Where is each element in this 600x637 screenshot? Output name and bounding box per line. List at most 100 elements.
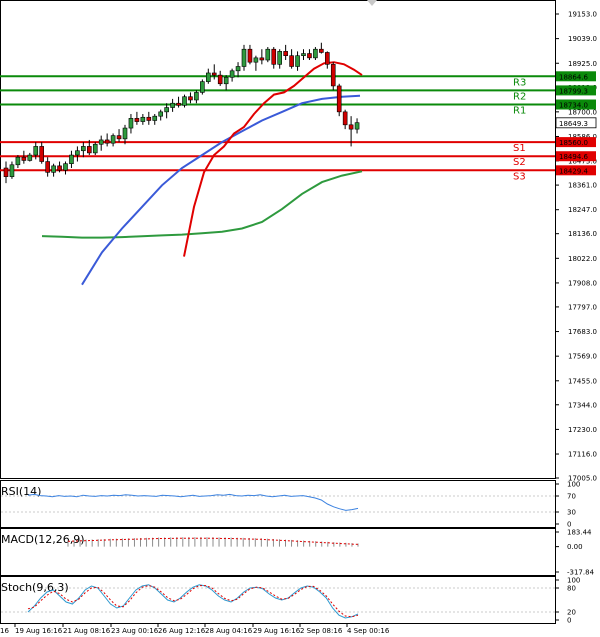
candle-bull [253, 57, 259, 63]
ma-blue-line [81, 94, 361, 286]
candle-bear [188, 96, 193, 101]
candle-bear [39, 146, 45, 162]
stoch-main-line [27, 584, 359, 619]
candle-bear [21, 156, 27, 161]
rsi-panel-frame [0, 480, 556, 528]
ma-green-line [41, 170, 363, 239]
candle-bull [354, 122, 360, 130]
candle-bull [301, 53, 306, 56]
level-label-r3: R3 [513, 77, 526, 88]
candle-bull [265, 48, 271, 61]
x-tick-label-edge: 16 [0, 627, 9, 635]
candle-bull [277, 51, 283, 65]
candle-bull [206, 72, 211, 82]
candle-bull [235, 66, 241, 72]
candle-bull [33, 146, 39, 156]
y-tick-label: 18700.0 [568, 108, 597, 116]
candle-bear [134, 118, 140, 122]
macd-tick-label: 0.00 [567, 543, 583, 551]
candle-bull [81, 146, 86, 152]
candle-bear [307, 53, 312, 59]
macd-tick-label: 183.44 [567, 529, 592, 537]
candle-bull [194, 92, 199, 101]
macd-panel: 183.44 0.00 -317.84 MACD(12,26,9) [1, 529, 595, 577]
level-price-tag [556, 99, 596, 110]
level-price-tag [556, 151, 596, 162]
candle-bull [313, 48, 318, 59]
candle-bear [342, 111, 348, 126]
y-tick-label: 19153.0 [568, 11, 597, 19]
stoch-signal-line [27, 585, 359, 618]
y-tick-label: 17569.0 [568, 353, 597, 361]
level-price-tag [556, 165, 596, 176]
candles [3, 42, 360, 184]
level-price-tag [556, 71, 596, 82]
level-label-s3: S3 [513, 171, 526, 182]
macd-panel-frame [0, 528, 556, 576]
x-tick-label: 23 Aug 00:16 [111, 627, 159, 635]
macd-tick-label: -317.84 [567, 569, 595, 577]
level-price-s2: 18494.6 [559, 153, 588, 161]
candle-bull [75, 150, 80, 156]
level-label-s2: S2 [513, 157, 526, 168]
moving-averages [41, 61, 363, 286]
candle-bull [229, 70, 235, 78]
candle-bear [348, 124, 354, 130]
candle-bull [200, 81, 205, 93]
candle-bull [27, 154, 33, 161]
candle-bear [289, 55, 294, 67]
candle-bull [158, 111, 163, 117]
support-resistance-levels: R3 18864.6 R2 18799.3 R1 18734.0 S1 18560.0 S2 18… [0, 71, 596, 182]
level-price-r2: 18799.3 [559, 87, 588, 95]
candle-bear [104, 139, 110, 144]
candle-bull [223, 76, 229, 85]
candle-bear [3, 167, 9, 177]
rsi-line [27, 493, 359, 511]
rsi-tick-label: 100 [567, 481, 580, 489]
x-tick-label: 4 Sep 00:16 [347, 627, 390, 635]
candle-bear [116, 135, 122, 140]
candle-bull [140, 116, 146, 122]
candle-bear [146, 116, 152, 121]
y-tick-label: 18473.0 [568, 157, 597, 165]
x-tick-label: 29 Aug 16:16 [253, 627, 301, 635]
candle-bull [92, 143, 98, 154]
rsi-tick-label: 0 [567, 521, 571, 529]
rsi-tick-label: 30 [567, 509, 576, 517]
chart-shift-marker [367, 0, 377, 6]
level-price-s1: 18560.0 [559, 139, 588, 147]
level-label-r2: R2 [513, 91, 526, 102]
stoch-name: Stoch(9,6,3) [1, 581, 69, 594]
candle-bear [87, 146, 92, 154]
candle-bull [182, 96, 187, 106]
x-axis: 16 19 Aug 16:16 21 Aug 08:16 23 Aug 00:16 26… [0, 624, 390, 635]
candle-bull [152, 115, 158, 121]
y-tick-label: 18925.0 [568, 60, 597, 68]
level-price-s3: 18429.4 [559, 167, 588, 175]
level-price-r1: 18734.0 [559, 102, 588, 110]
level-price-r3: 18864.6 [559, 73, 588, 81]
x-tick-label: 21 Aug 08:16 [63, 627, 111, 635]
y-tick-label: 17116.0 [568, 451, 597, 459]
y-tick-label: 18136.0 [568, 230, 597, 238]
y-tick-label: 17005.0 [568, 475, 597, 483]
candle-bear [57, 165, 62, 171]
level-price-tag [556, 137, 596, 148]
candle-bear [45, 161, 50, 173]
y-tick-label: 18361.0 [568, 182, 597, 190]
x-tick-label: 19 Aug 16:16 [15, 627, 63, 635]
candle-bull [51, 165, 56, 173]
ma-red-line [183, 61, 363, 257]
y-tick-label: 17230.0 [568, 426, 597, 434]
candle-bear [217, 74, 223, 85]
candle-bear [259, 57, 265, 61]
macd-signal-line [67, 537, 359, 545]
stoch-tick-label: 20 [567, 609, 576, 617]
stoch-panel-frame [0, 576, 556, 624]
y-tick-label: 18586.0 [568, 133, 597, 141]
current-price-label: 18649.3 [555, 117, 597, 129]
stoch-tick-label: 0 [567, 617, 571, 625]
stoch-tick-label: 100 [567, 577, 580, 585]
